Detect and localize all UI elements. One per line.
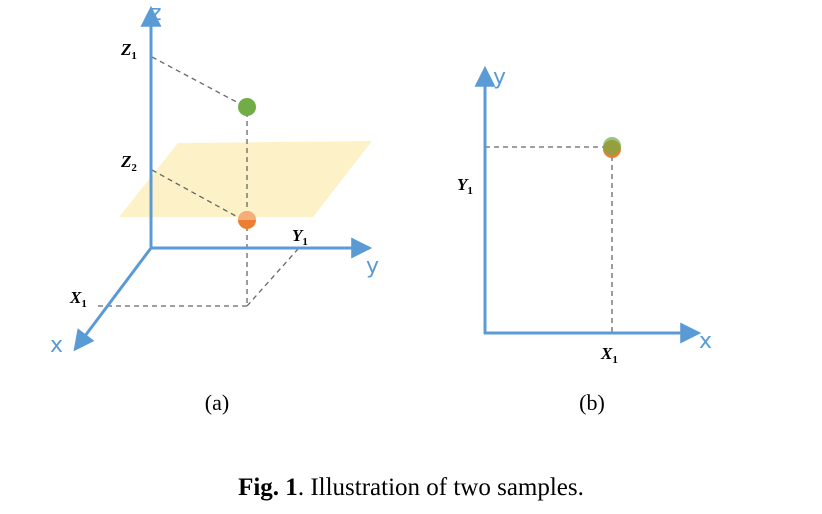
sample-green-point <box>238 98 256 116</box>
plane-z2 <box>119 141 372 217</box>
guide-floor-to-y1 <box>246 248 299 307</box>
sample-green-point-b <box>603 137 621 155</box>
tick-y1-b: Y1 <box>457 175 473 197</box>
tick-z1: Z1 <box>120 40 137 62</box>
caption-bold: Fig. 1 <box>238 474 298 501</box>
tick-z2: Z2 <box>120 152 137 174</box>
guide-z1-to-green <box>151 56 247 108</box>
tick-x1-b: X1 <box>600 344 618 366</box>
panel-a: z y x Z1 Z2 Y1 X1 (a) <box>50 1 379 415</box>
tick-y1: Y1 <box>292 226 308 248</box>
z-axis-label: z <box>150 1 162 26</box>
y-axis-label: y <box>366 254 379 279</box>
panel-a-label: (a) <box>205 390 229 415</box>
x-axis <box>73 247 153 352</box>
caption-text: . Illustration of two samples. <box>297 474 584 501</box>
panel-b: y x Y1 X1 (b) <box>457 65 712 415</box>
x-axis-label-b: x <box>699 329 712 354</box>
tick-x1: X1 <box>69 288 87 310</box>
figure-caption: Fig. 1. Illustration of two samples. <box>0 474 822 502</box>
sample-orange-highlight <box>238 211 256 220</box>
panel-b-label: (b) <box>579 390 605 415</box>
y-axis-label-b: y <box>493 65 506 90</box>
x-axis-label: x <box>50 333 63 358</box>
